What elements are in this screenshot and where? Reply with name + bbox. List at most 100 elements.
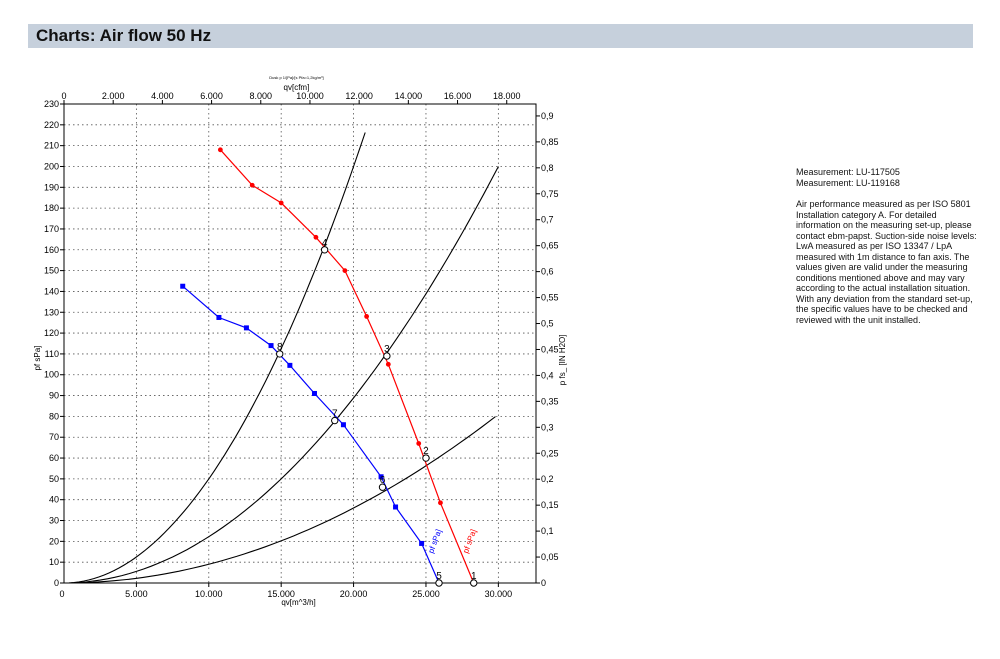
data-point-red <box>342 268 348 274</box>
fan-curve-line-blue <box>182 285 440 584</box>
measurement-line-1: Measurement: LU-117505 <box>796 167 900 177</box>
right-axis-tick-label: 0,1 <box>541 526 554 536</box>
data-point-red <box>416 441 422 446</box>
left-axis-tick-label: 10 <box>49 557 59 567</box>
data-point-blue <box>311 390 317 396</box>
plot-frame <box>63 103 537 584</box>
left-axis-tick-label: 170 <box>44 224 59 234</box>
left-axis-tick-label: 70 <box>49 432 59 442</box>
right-axis-tick-label: 0,25 <box>541 448 559 458</box>
bottom-axis-tick-label: 20.000 <box>340 589 368 599</box>
bottom-axis-tick-label: 25.000 <box>412 589 440 599</box>
measurement-line-2: Measurement: LU-119168 <box>796 177 900 188</box>
operating-point-marker <box>378 483 387 491</box>
page-title: Charts: Air flow 50 Hz <box>36 26 212 45</box>
bottom-axis-tick-label: 5.000 <box>125 589 148 599</box>
left-axis-tick-label: 220 <box>44 120 59 130</box>
top-axis-tick-label: 14.000 <box>395 91 423 101</box>
bottom-axis-tick-label: 0 <box>59 589 64 599</box>
y-axis-label-right: p fs_ [IN H2O] <box>558 335 567 386</box>
data-point-red <box>217 147 223 153</box>
right-axis-tick-label: 0,6 <box>541 267 554 277</box>
left-axis-tick-label: 120 <box>44 328 59 338</box>
chart-top-note: Dusk p 1/[Pa]/[s Pfa=1,2kg/m³] <box>269 75 323 80</box>
system-curve-curve-3 <box>63 132 366 584</box>
data-point-red <box>385 361 391 367</box>
top-axis-tick-label: 12.000 <box>345 91 373 101</box>
data-point-blue <box>287 362 293 368</box>
left-axis-tick-label: 210 <box>44 141 59 151</box>
left-axis-tick-label: 100 <box>44 370 59 380</box>
operating-point-label: 1 <box>471 571 477 582</box>
operating-point-label: 6 <box>380 475 386 486</box>
left-axis-tick-label: 160 <box>44 245 59 255</box>
top-axis-tick-label: 8.000 <box>250 91 273 101</box>
measurement-description: Air performance measured as per ISO 5801… <box>796 199 977 325</box>
operating-point-marker <box>383 352 391 360</box>
right-axis-tick-label: 0,85 <box>541 137 559 147</box>
data-point-red <box>278 200 284 206</box>
operating-point-marker <box>331 416 339 425</box>
data-point-blue <box>216 314 222 320</box>
right-axis-tick-label: 0,4 <box>541 370 554 380</box>
right-axis-tick-label: 0 <box>541 578 546 588</box>
operating-point-label: 5 <box>436 571 442 582</box>
top-axis-tick-label: 10.000 <box>296 91 324 101</box>
right-axis-tick-label: 0,3 <box>541 422 554 432</box>
left-axis-tick-label: 60 <box>49 453 59 463</box>
top-axis-tick-label: 4.000 <box>151 91 174 101</box>
fan-curve-label-red: pf sPa] <box>461 528 478 554</box>
right-axis-tick-label: 0,35 <box>541 396 559 406</box>
right-axis-tick-label: 0,05 <box>541 552 559 562</box>
data-point-blue <box>340 422 346 428</box>
operating-point-label: 4 <box>322 238 328 249</box>
data-point-red <box>249 182 255 188</box>
left-axis-tick-label: 110 <box>45 349 59 359</box>
operating-point-marker <box>320 246 329 254</box>
system-curve-curve-2 <box>63 166 499 584</box>
x-axis-label-bottom: qv[m^3/h] <box>281 598 315 607</box>
operating-point-label: 7 <box>332 409 338 420</box>
bottom-axis-tick-label: 30.000 <box>485 589 513 599</box>
bottom-axis-tick-label: 15.000 <box>267 589 295 599</box>
operating-point-marker <box>276 350 284 358</box>
left-axis-tick-label: 180 <box>44 203 59 213</box>
header-bar: Charts: Air flow 50 Hz <box>28 24 973 48</box>
left-axis-tick-label: 30 <box>49 516 59 526</box>
left-axis-tick-label: 40 <box>49 495 59 505</box>
right-axis-tick-label: 0,2 <box>541 474 554 484</box>
left-axis-tick-label: 0 <box>54 578 59 588</box>
left-axis-tick-label: 150 <box>44 266 59 276</box>
left-axis-tick-label: 20 <box>49 536 59 546</box>
left-axis-tick-label: 200 <box>44 161 59 171</box>
info-panel: Measurement: LU-117505 Measurement: LU-1… <box>796 167 981 325</box>
left-axis-tick-label: 140 <box>44 286 59 296</box>
bottom-axis-tick-label: 10.000 <box>195 589 223 599</box>
left-axis-tick-label: 130 <box>44 307 59 317</box>
data-point-red <box>364 314 370 319</box>
system-curve-curve-1 <box>64 416 496 584</box>
top-axis-tick-label: 16.000 <box>444 91 472 101</box>
left-axis-tick-label: 190 <box>44 182 59 192</box>
top-axis-tick-label: 2.000 <box>102 91 125 101</box>
operating-point-label: 2 <box>423 446 429 457</box>
operating-point-marker <box>435 579 443 587</box>
data-point-blue <box>419 540 425 546</box>
data-point-red <box>313 234 319 240</box>
left-axis-tick-label: 80 <box>49 411 59 421</box>
right-axis-tick-label: 0,8 <box>541 163 554 173</box>
x-axis-label-top: qv[cfm] <box>284 83 310 92</box>
operating-point-marker <box>470 579 478 587</box>
y-axis-label-left: pf sPa] <box>33 346 42 371</box>
right-axis-tick-label: 0,55 <box>541 293 559 303</box>
left-axis-tick-label: 50 <box>49 474 59 484</box>
data-point-blue <box>243 325 249 331</box>
left-axis-tick-label: 90 <box>49 391 59 401</box>
right-axis-tick-label: 0,45 <box>541 344 559 354</box>
operating-point-marker <box>422 454 430 462</box>
data-point-blue <box>180 283 186 289</box>
top-axis-tick-label: 18.000 <box>493 91 521 101</box>
data-point-blue <box>268 343 274 349</box>
operating-point-label: 3 <box>384 344 390 355</box>
